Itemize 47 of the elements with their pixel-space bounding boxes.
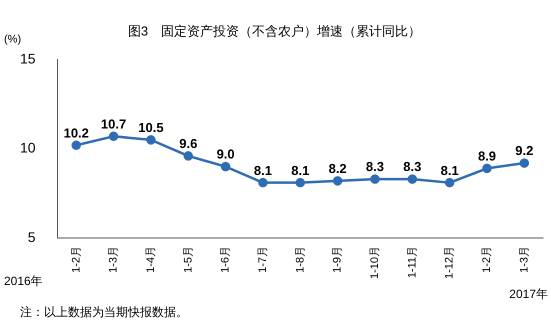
x-tick-label: 1-3月 bbox=[518, 246, 530, 273]
y-axis-title: (%) bbox=[4, 34, 22, 46]
x-tick-label: 1-3月 bbox=[108, 246, 120, 273]
point bbox=[184, 151, 194, 161]
text: 2017年 bbox=[509, 287, 548, 301]
y-tick-label: 5 bbox=[28, 228, 36, 245]
data-label: 8.2 bbox=[328, 160, 347, 176]
point bbox=[258, 178, 268, 188]
x-tick-label: 1-9月 bbox=[332, 246, 344, 273]
x-tick-label: 1-8月 bbox=[294, 246, 306, 273]
point bbox=[296, 178, 306, 188]
x-tick-label: 1-2月 bbox=[70, 246, 82, 273]
data-label: 8.1 bbox=[254, 162, 272, 178]
y-tick-label: 10 bbox=[20, 140, 36, 156]
point bbox=[71, 140, 81, 150]
point bbox=[332, 176, 342, 186]
chart-title: 图3 固定资产投资（不含农户）增速（累计同比） bbox=[128, 23, 422, 38]
data-label: 9.6 bbox=[179, 136, 198, 152]
point bbox=[520, 158, 530, 168]
x-tick-label: 1-7月 bbox=[256, 246, 269, 273]
point bbox=[146, 135, 156, 145]
point bbox=[220, 162, 230, 172]
data-label: 10.5 bbox=[138, 120, 164, 135]
data-label: 9.0 bbox=[216, 146, 235, 162]
data-label: 10.7 bbox=[100, 116, 126, 132]
y-tick-label: 15 bbox=[20, 50, 36, 66]
point bbox=[370, 174, 380, 184]
data-label: 8.3 bbox=[403, 159, 422, 174]
data-label: 10.2 bbox=[64, 125, 89, 140]
x-tick-label: 1-10月 bbox=[369, 246, 381, 280]
data-label: 9.2 bbox=[515, 143, 534, 158]
x-tick-label: 1-2月 bbox=[481, 246, 494, 273]
point bbox=[444, 178, 454, 188]
data-label: 8.9 bbox=[478, 148, 496, 164]
text: 2016年 bbox=[4, 274, 43, 288]
text: 注：以上数据为当期快报数据。 bbox=[20, 305, 188, 319]
point bbox=[108, 132, 118, 142]
point bbox=[482, 164, 492, 174]
data-label: 8.1 bbox=[440, 162, 459, 178]
x-tick-label: 1-11月 bbox=[406, 246, 418, 278]
x-tick-label: 1-12月 bbox=[444, 246, 456, 280]
data-label: 8.1 bbox=[291, 162, 310, 178]
x-tick-label: 1-5月 bbox=[182, 246, 194, 273]
data-label: 8.3 bbox=[366, 159, 384, 174]
x-tick-label: 1-4月 bbox=[144, 246, 157, 273]
x-tick-label: 1-6月 bbox=[220, 246, 232, 273]
point bbox=[408, 174, 418, 184]
